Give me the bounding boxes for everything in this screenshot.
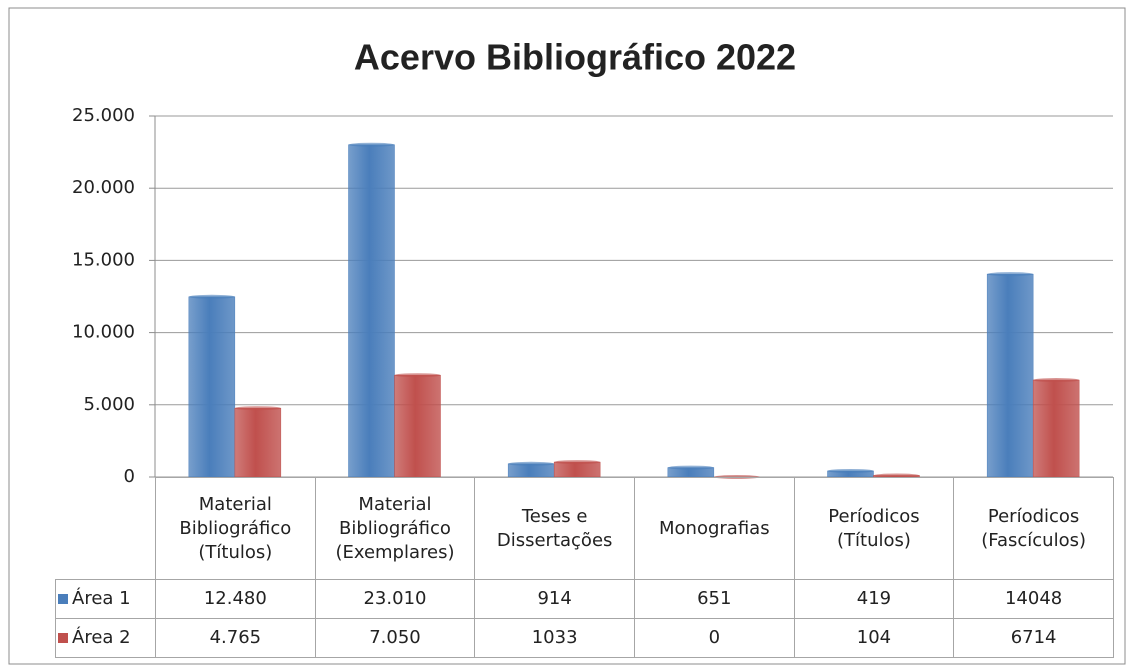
category-label: Monografias [633, 477, 795, 580]
value-label: 4.765 [155, 618, 316, 658]
legend-key [58, 594, 68, 604]
series-row: Área 1 12.480 23.010 914 651 419 14048 [55, 579, 1114, 619]
value-label: 1033 [474, 618, 635, 658]
value-label: 23.010 [314, 579, 476, 619]
category-label: Períodicos (Fascículos) [953, 477, 1114, 580]
bar-cap [827, 468, 874, 473]
value-label: 0 [633, 618, 795, 658]
bar [234, 407, 282, 478]
data-table: Material Bibliográfico (Títulos) Material… [55, 477, 1114, 658]
category-row: Material Bibliográfico (Títulos) Material… [55, 477, 1114, 580]
value-label: 651 [633, 579, 795, 619]
legend-label: Área 2 [72, 627, 131, 648]
value-label: 7.050 [314, 618, 476, 658]
bar [394, 374, 441, 478]
y-tick-label: 15.000 [72, 249, 135, 270]
series-row: Área 2 4.765 7.050 1033 0 104 6714 [55, 618, 1114, 658]
value-label: 104 [793, 618, 955, 658]
y-tick-label: 0 [124, 466, 135, 487]
bar-cap [508, 461, 555, 466]
bar [553, 461, 601, 478]
blank-cell [55, 477, 156, 580]
bar-cap [554, 460, 601, 465]
bar-cap [234, 406, 281, 411]
y-tick-label: 25.000 [72, 105, 135, 126]
legend-cell: Área 2 [55, 618, 156, 658]
bar-cap [348, 142, 395, 147]
bar-cap [1033, 378, 1080, 383]
value-label: 12.480 [155, 579, 316, 619]
category-label: Períodicos (Títulos) [793, 477, 955, 580]
value-label: 914 [474, 579, 635, 619]
legend-cell: Área 1 [55, 579, 156, 619]
value-label: 6714 [953, 618, 1114, 658]
bar [348, 144, 395, 478]
bar-cap [987, 272, 1034, 277]
legend-label: Área 1 [72, 588, 131, 609]
legend-key [58, 633, 68, 643]
bar-cap [873, 473, 920, 478]
value-label: 14048 [953, 579, 1114, 619]
category-label: Material Bibliográfico (Títulos) [155, 477, 316, 580]
bar [986, 273, 1034, 478]
bar-cap [188, 294, 235, 299]
chart-title: Acervo Bibliográfico 2022 [354, 37, 796, 78]
category-label: Teses e Dissertações [474, 477, 635, 580]
y-tick-label: 20.000 [72, 177, 135, 198]
y-tick-label: 5.000 [83, 394, 135, 415]
value-label: 419 [793, 579, 955, 619]
bar-cap [667, 465, 714, 470]
bar [188, 296, 236, 478]
bar [1032, 379, 1080, 478]
y-tick-label: 10.000 [72, 322, 135, 343]
bar-cap [394, 373, 441, 378]
category-label: Material Bibliográfico (Exemplares) [314, 477, 476, 580]
